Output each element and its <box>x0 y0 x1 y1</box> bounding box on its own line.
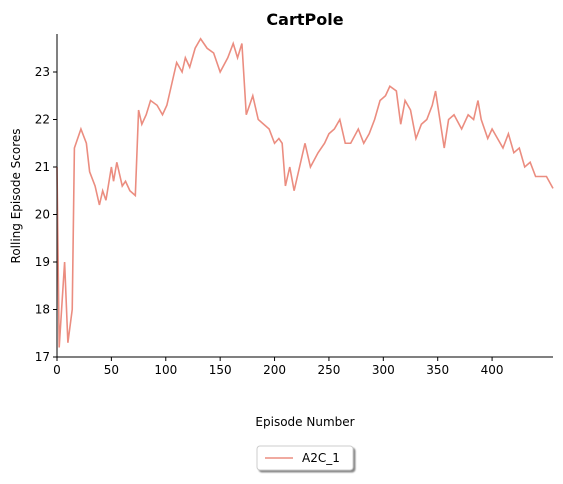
x-tick-label: 50 <box>104 363 119 377</box>
x-tick-label: 100 <box>154 363 177 377</box>
x-tick-label: 350 <box>426 363 449 377</box>
chart-title: CartPole <box>266 10 343 29</box>
y-tick-label: 18 <box>35 303 50 317</box>
y-tick-label: 17 <box>35 350 50 364</box>
legend-box <box>256 445 354 471</box>
y-axis-label: Rolling Episode Scores <box>9 129 23 264</box>
y-tick-label: 21 <box>35 160 50 174</box>
y-tick-label: 22 <box>35 113 50 127</box>
legend-label: A2C_1 <box>302 451 340 465</box>
line-series <box>56 37 554 348</box>
x-tick-label: 200 <box>263 363 286 377</box>
y-tick-label: 23 <box>35 65 50 79</box>
x-axis-label: Episode Number <box>255 415 354 429</box>
y-tick-label: 19 <box>35 255 50 269</box>
x-tick-label: 400 <box>481 363 504 377</box>
y-tick-label: 20 <box>35 208 50 222</box>
x-tick-label: 300 <box>372 363 395 377</box>
x-tick-label: 250 <box>317 363 340 377</box>
x-tick-label: 150 <box>209 363 232 377</box>
x-tick-label: 0 <box>53 363 61 377</box>
